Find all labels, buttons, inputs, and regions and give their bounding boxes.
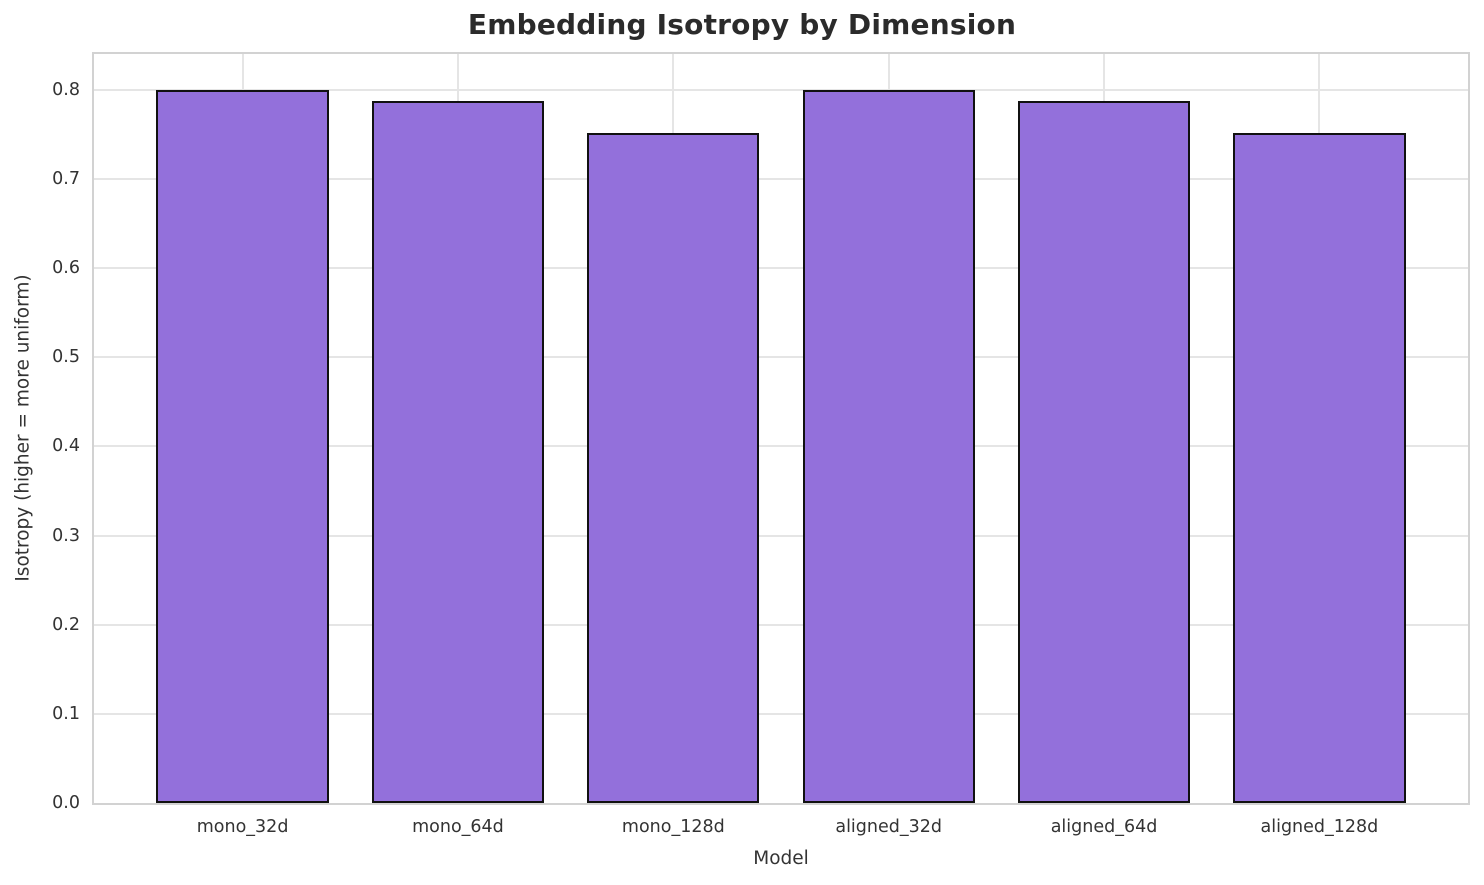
x-tick-label: aligned_32d xyxy=(835,817,942,837)
x-tick-label: aligned_64d xyxy=(1050,817,1158,837)
y-gridline xyxy=(94,712,1468,715)
bar-mono_32d xyxy=(156,89,329,803)
y-tick-label: 0.2 xyxy=(52,614,80,635)
bar-aligned_32d xyxy=(802,89,975,803)
y-gridline xyxy=(94,356,1468,359)
y-tick-label: 0.4 xyxy=(52,436,80,457)
y-tick-label: 0.8 xyxy=(52,79,80,100)
y-gridline xyxy=(94,445,1468,448)
x-axis-label: Model xyxy=(753,848,809,869)
x-tick-label: mono_64d xyxy=(412,817,504,837)
x-tick-label: aligned_128d xyxy=(1260,817,1379,837)
y-tick-label: 0.7 xyxy=(52,168,80,189)
bar-aligned_64d xyxy=(1017,101,1191,803)
y-gridline xyxy=(94,623,1468,626)
bar-mono_128d xyxy=(587,133,760,803)
y-gridline xyxy=(94,534,1468,537)
bar-aligned_128d xyxy=(1233,133,1406,803)
x-tick-label: mono_128d xyxy=(621,817,725,837)
y-tick-label: 0.3 xyxy=(52,525,80,546)
y-gridline xyxy=(94,267,1468,269)
y-tick-label: 0.6 xyxy=(52,258,80,278)
x-tick-label: mono_32d xyxy=(196,817,289,837)
y-tick-label: 0.1 xyxy=(52,703,80,724)
y-gridline xyxy=(94,88,1468,91)
plot-area xyxy=(92,52,1470,805)
y-gridline xyxy=(94,177,1468,180)
y-axis-label: Isotropy (higher = more uniform) xyxy=(12,274,34,582)
bar-mono_64d xyxy=(371,101,545,803)
chart-title: Embedding Isotropy by Dimension xyxy=(467,8,1017,41)
y-tick-label: 0.0 xyxy=(52,793,80,813)
y-tick-label: 0.5 xyxy=(52,347,80,368)
